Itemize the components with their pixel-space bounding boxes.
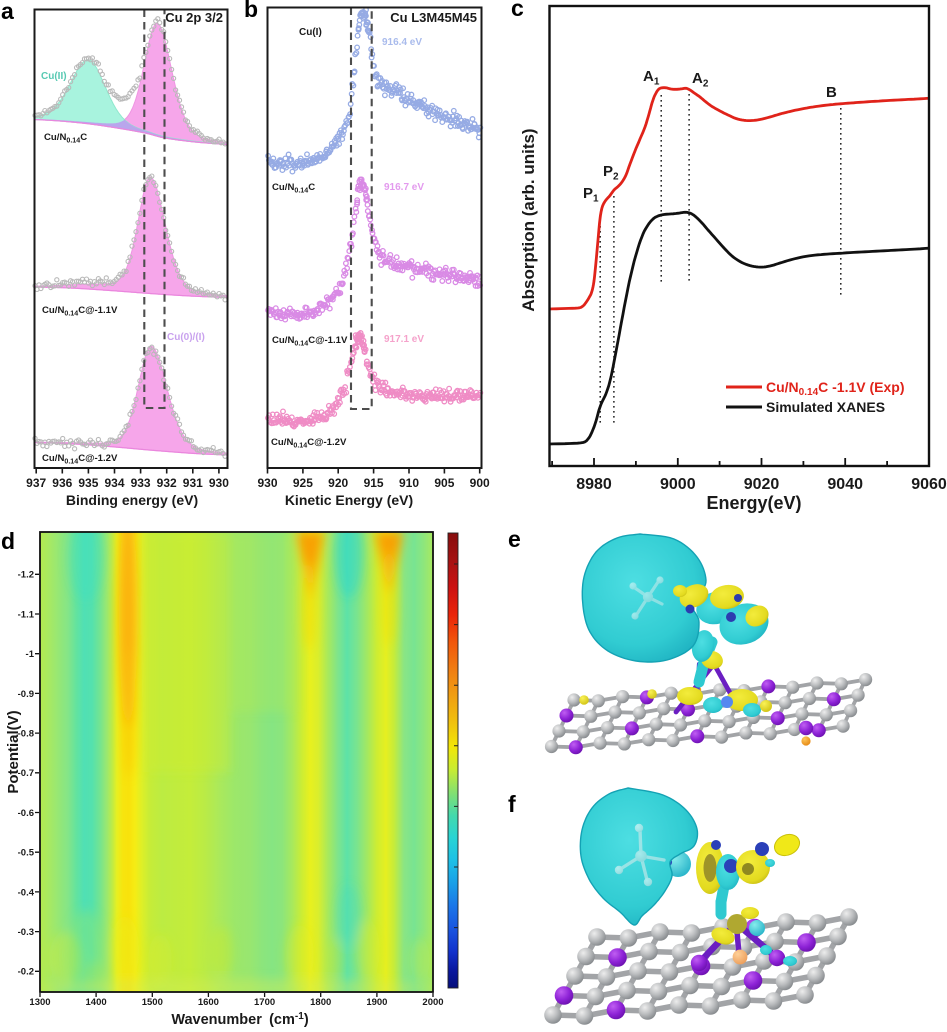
svg-text:Energy(eV): Energy(eV) [706, 493, 801, 513]
svg-text:9020: 9020 [744, 476, 780, 493]
svg-text:Binding energy (eV): Binding energy (eV) [66, 492, 198, 508]
svg-text:9040: 9040 [827, 476, 863, 493]
svg-text:933: 933 [131, 476, 151, 490]
svg-text:900: 900 [470, 476, 490, 490]
svg-text:8980: 8980 [576, 476, 612, 493]
svg-text:930: 930 [257, 476, 277, 490]
svg-text:Cu/N0.14C: Cu/N0.14C [272, 182, 315, 194]
svg-text:1800: 1800 [310, 997, 331, 1008]
svg-text:-0.4: -0.4 [18, 887, 35, 898]
svg-text:-1.1: -1.1 [18, 609, 35, 620]
svg-text:Cu 2p 3/2: Cu 2p 3/2 [165, 10, 223, 25]
svg-text:9000: 9000 [660, 476, 696, 493]
svg-text:9060: 9060 [911, 476, 947, 493]
svg-text:Simulated XANES: Simulated XANES [766, 399, 885, 415]
svg-text:1500: 1500 [142, 997, 163, 1008]
svg-text:935: 935 [78, 476, 98, 490]
svg-text:-1.2: -1.2 [18, 570, 34, 581]
svg-text:b: b [244, 0, 258, 22]
svg-text:910: 910 [399, 476, 419, 490]
svg-text:e: e [508, 526, 521, 552]
svg-text:1600: 1600 [198, 997, 219, 1008]
svg-text:916.7 eV: 916.7 eV [384, 182, 424, 193]
svg-text:1900: 1900 [366, 997, 387, 1008]
svg-text:1700: 1700 [254, 997, 275, 1008]
svg-text:a: a [1, 0, 14, 24]
svg-text:917.1 eV: 917.1 eV [384, 334, 424, 345]
svg-text:d: d [1, 528, 15, 554]
svg-text:916.4 eV: 916.4 eV [382, 37, 422, 48]
svg-text:Cu/N0.14C@-1.2V: Cu/N0.14C@-1.2V [42, 453, 118, 465]
svg-text:937: 937 [26, 476, 46, 490]
svg-text:Cu(0)/(I): Cu(0)/(I) [167, 332, 205, 343]
svg-text:-0.2: -0.2 [18, 967, 34, 978]
svg-text:-0.8: -0.8 [18, 729, 34, 740]
svg-text:Cu/N0.14C@-1.1V: Cu/N0.14C@-1.1V [272, 335, 348, 347]
svg-text:Potential(V): Potential(V) [5, 710, 22, 793]
svg-text:-0.9: -0.9 [18, 689, 34, 700]
svg-text:934: 934 [104, 476, 124, 490]
svg-text:2000: 2000 [422, 997, 443, 1008]
svg-text:Cu/N0.14C@-1.2V: Cu/N0.14C@-1.2V [271, 437, 347, 449]
svg-text:-1: -1 [26, 649, 35, 660]
svg-text:915: 915 [364, 476, 384, 490]
svg-text:Kinetic Energy (eV): Kinetic Energy (eV) [285, 492, 413, 508]
svg-text:1400: 1400 [86, 997, 107, 1008]
svg-text:Cu L3M45M45: Cu L3M45M45 [390, 10, 477, 25]
svg-text:-0.7: -0.7 [18, 768, 34, 779]
svg-text:Cu(II): Cu(II) [41, 71, 67, 82]
svg-text:920: 920 [328, 476, 348, 490]
svg-text:f: f [508, 791, 516, 817]
svg-text:-0.3: -0.3 [18, 927, 34, 938]
svg-text:925: 925 [293, 476, 313, 490]
svg-text:B: B [826, 84, 837, 101]
svg-text:1300: 1300 [29, 997, 50, 1008]
svg-text:c: c [511, 0, 524, 21]
svg-text:Cu(I): Cu(I) [299, 27, 322, 38]
svg-text:Absorption (arb. units): Absorption (arb. units) [519, 128, 538, 311]
svg-text:Wavenumber (cm-1): Wavenumber (cm-1) [171, 1011, 308, 1028]
svg-text:-0.6: -0.6 [18, 808, 34, 819]
svg-text:Cu/N0.14C@-1.1V: Cu/N0.14C@-1.1V [42, 305, 118, 317]
svg-text:Cu/N0.14C: Cu/N0.14C [44, 132, 87, 144]
svg-text:936: 936 [52, 476, 72, 490]
svg-text:-0.5: -0.5 [18, 848, 35, 859]
svg-text:931: 931 [183, 476, 203, 490]
svg-text:905: 905 [434, 476, 454, 490]
svg-text:930: 930 [209, 476, 229, 490]
svg-text:932: 932 [157, 476, 177, 490]
